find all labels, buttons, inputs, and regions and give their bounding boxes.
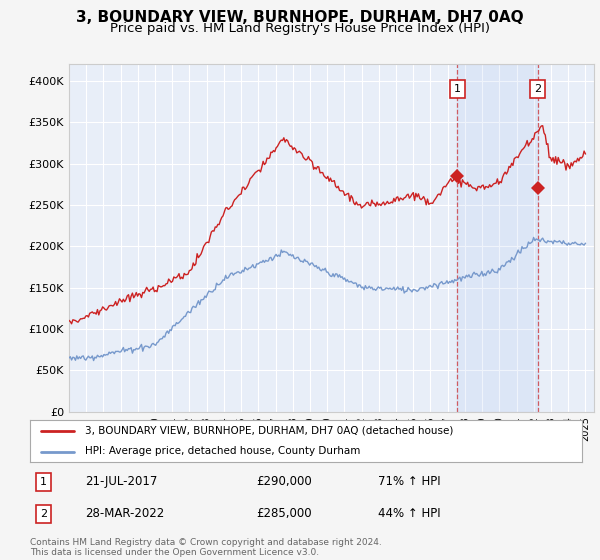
Text: £285,000: £285,000 [256, 507, 312, 520]
Text: Price paid vs. HM Land Registry's House Price Index (HPI): Price paid vs. HM Land Registry's House … [110, 22, 490, 35]
Text: 44% ↑ HPI: 44% ↑ HPI [378, 507, 440, 520]
Bar [457, 64, 538, 412]
Text: 1: 1 [454, 84, 461, 94]
Text: 2: 2 [40, 509, 47, 519]
Text: 2: 2 [534, 84, 541, 94]
Text: 3, BOUNDARY VIEW, BURNHOPE, DURHAM, DH7 0AQ (detached house): 3, BOUNDARY VIEW, BURNHOPE, DURHAM, DH7 … [85, 426, 454, 436]
Text: 1: 1 [40, 477, 47, 487]
Text: 71% ↑ HPI: 71% ↑ HPI [378, 475, 440, 488]
Text: 3, BOUNDARY VIEW, BURNHOPE, DURHAM, DH7 0AQ: 3, BOUNDARY VIEW, BURNHOPE, DURHAM, DH7 … [76, 10, 524, 25]
Text: £290,000: £290,000 [256, 475, 312, 488]
Text: Contains HM Land Registry data © Crown copyright and database right 2024.
This d: Contains HM Land Registry data © Crown c… [30, 538, 382, 557]
Text: HPI: Average price, detached house, County Durham: HPI: Average price, detached house, Coun… [85, 446, 361, 456]
Text: 28-MAR-2022: 28-MAR-2022 [85, 507, 164, 520]
Text: 21-JUL-2017: 21-JUL-2017 [85, 475, 158, 488]
